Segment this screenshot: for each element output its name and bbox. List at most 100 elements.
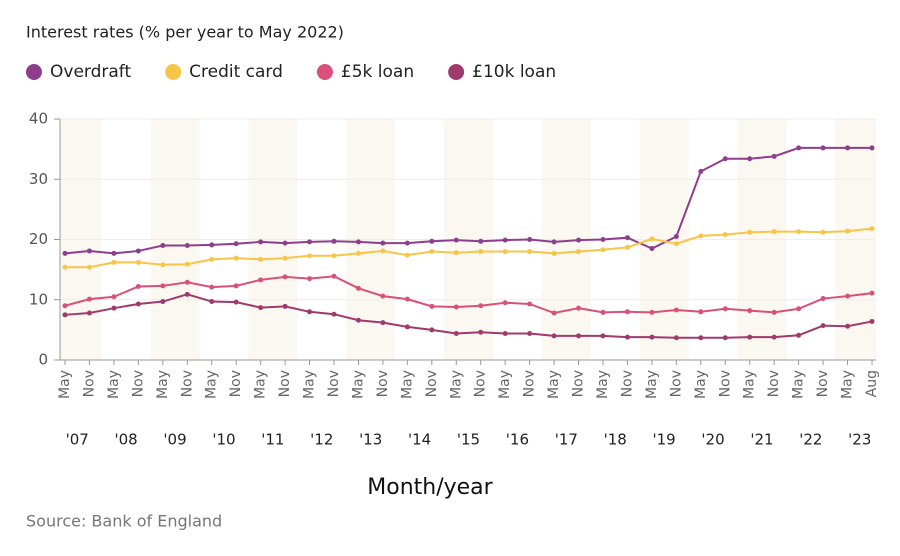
point (576, 237, 582, 243)
point (62, 303, 68, 309)
point (282, 303, 288, 309)
point (111, 305, 117, 311)
point (722, 156, 728, 162)
point (820, 229, 826, 235)
point (747, 308, 753, 314)
point (184, 291, 190, 297)
point (551, 239, 557, 245)
point (551, 250, 557, 256)
series-line (64, 275, 873, 315)
year-label: '21 (750, 431, 773, 449)
point (258, 256, 264, 262)
point (62, 312, 68, 318)
point (453, 304, 459, 310)
x-tick-label: May (155, 370, 171, 399)
legend-label: £5k loan (341, 62, 414, 82)
point (429, 249, 435, 255)
point (331, 253, 337, 259)
point (820, 145, 826, 151)
point (380, 240, 386, 246)
point (184, 279, 190, 285)
year-label: '17 (555, 431, 578, 449)
point (258, 277, 264, 283)
chart-title: Interest rates (% per year to May 2022) (26, 23, 344, 42)
point (698, 335, 704, 341)
point (135, 283, 141, 289)
point (135, 248, 141, 254)
x-tick-label: May (546, 370, 562, 399)
point (551, 310, 557, 316)
x-tick-label: Nov (522, 370, 538, 397)
point (771, 334, 777, 340)
x-tick-label: May (253, 370, 269, 399)
point (600, 247, 606, 253)
point (307, 239, 313, 245)
year-label: '15 (457, 431, 480, 449)
x-tick-label: Nov (375, 370, 391, 397)
point (796, 306, 802, 312)
point (673, 307, 679, 313)
series-line (64, 293, 873, 339)
point (649, 246, 655, 252)
year-label: '14 (408, 431, 431, 449)
point (551, 333, 557, 339)
x-tick-label: May (595, 370, 611, 399)
point (869, 318, 875, 324)
point (404, 296, 410, 302)
point (869, 290, 875, 296)
x-tick-label: May (644, 370, 660, 399)
point (698, 309, 704, 315)
point (331, 311, 337, 317)
year-label: '19 (653, 431, 676, 449)
point (135, 301, 141, 307)
point (600, 333, 606, 339)
legend-swatch (165, 64, 182, 80)
point (673, 241, 679, 247)
point (233, 283, 239, 289)
point (600, 237, 606, 242)
point (160, 299, 166, 305)
point (673, 233, 679, 239)
x-tick-label: Nov (815, 370, 831, 397)
point (722, 232, 728, 238)
x-tick-label: May (350, 370, 366, 399)
year-label: '18 (604, 431, 627, 449)
point (86, 296, 92, 302)
point (233, 241, 239, 247)
y-tick-label: 10 (29, 290, 48, 308)
x-tick-label: Nov (130, 370, 146, 397)
point (478, 303, 484, 309)
point (111, 250, 117, 256)
point (429, 327, 435, 333)
point (624, 244, 630, 250)
point (527, 237, 533, 242)
point (600, 309, 606, 315)
point (869, 145, 875, 151)
point (527, 330, 533, 336)
x-tick-label: Nov (766, 370, 782, 397)
point (258, 239, 264, 245)
point (478, 249, 484, 255)
point (576, 249, 582, 255)
point (184, 261, 190, 267)
point (233, 299, 239, 305)
point (820, 296, 826, 302)
point (576, 333, 582, 339)
x-tick-label: May (106, 370, 122, 399)
point (624, 334, 630, 340)
source: Source: Bank of England (26, 512, 222, 531)
year-label: '10 (212, 431, 235, 449)
x-tick-label: May (840, 370, 856, 399)
point (845, 228, 851, 234)
legend-label: £10k loan (472, 62, 556, 82)
point (796, 332, 802, 338)
point (649, 334, 655, 340)
point (209, 284, 215, 290)
point (404, 324, 410, 330)
point (845, 145, 851, 151)
x-tick-label: Nov (81, 370, 97, 397)
year-label: '22 (799, 431, 822, 449)
point (184, 243, 190, 249)
y-tick-label: 40 (29, 110, 48, 128)
